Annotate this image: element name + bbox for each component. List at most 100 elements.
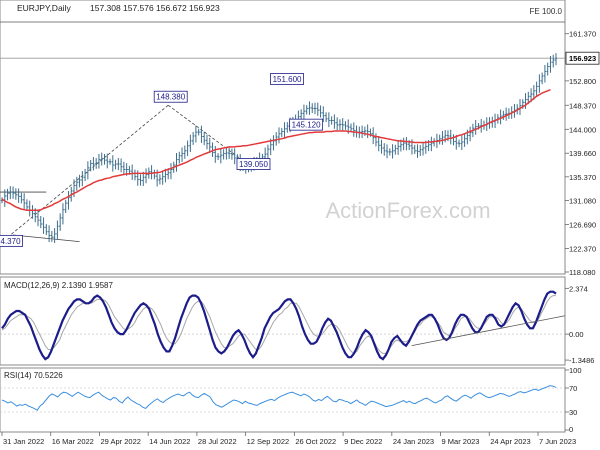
rsi-axis-label: 100 bbox=[569, 366, 582, 375]
fib-level-label: FE 100.0 bbox=[530, 7, 563, 16]
price-bar bbox=[17, 188, 20, 203]
header-close: 156.923 bbox=[189, 3, 220, 13]
rsi-axis: 100 70 30 0 bbox=[565, 366, 582, 434]
macd-axis-label: -1.3486 bbox=[569, 356, 594, 365]
price-bar bbox=[150, 165, 153, 180]
price-annotation-box bbox=[153, 90, 188, 103]
price-bar bbox=[449, 129, 452, 145]
macd-panel bbox=[0, 276, 566, 366]
price-bar bbox=[227, 147, 231, 160]
price-bar bbox=[161, 170, 164, 185]
moving-average-line bbox=[1, 89, 551, 211]
price-bar bbox=[94, 158, 98, 169]
price-bar bbox=[463, 133, 466, 147]
header-open: 157.308 bbox=[90, 3, 121, 13]
current-price-label: 156.923 bbox=[569, 54, 596, 63]
rsi-axis-label: 70 bbox=[569, 384, 577, 393]
price-bar bbox=[133, 169, 137, 181]
time-axis-label: 24 Jan 2023 bbox=[393, 437, 434, 446]
price-bar bbox=[352, 122, 355, 137]
price-annotations: 124.370 148.380 139.050 151.600 145.120 bbox=[0, 73, 324, 247]
price-bar bbox=[47, 225, 51, 243]
guide-line bbox=[13, 234, 80, 243]
header-low: 156.672 bbox=[156, 3, 187, 13]
price-bar bbox=[178, 151, 181, 164]
price-bar bbox=[413, 144, 416, 155]
rsi-grid bbox=[0, 387, 565, 413]
current-price-tag bbox=[565, 51, 600, 65]
price-bar bbox=[302, 104, 306, 120]
price-bar bbox=[286, 122, 289, 133]
guide-lines bbox=[0, 104, 244, 243]
price-axis-label: 161.370 bbox=[569, 30, 596, 39]
price-bar bbox=[552, 54, 555, 68]
price-bar bbox=[335, 117, 339, 131]
rsi-panel bbox=[0, 367, 566, 433]
price-axis-label: 131.080 bbox=[569, 196, 596, 205]
price-bar bbox=[9, 186, 12, 200]
time-axis-label: 31 Jan 2022 bbox=[3, 437, 44, 446]
time-axis-label: 9 Dec 2022 bbox=[344, 437, 382, 446]
price-bar bbox=[75, 176, 78, 191]
price-axis-label: 152.800 bbox=[569, 77, 596, 86]
price-bar bbox=[117, 157, 120, 171]
macd-line bbox=[1, 290, 557, 361]
price-bar bbox=[92, 157, 95, 171]
price-bar bbox=[383, 143, 386, 156]
price-bar bbox=[305, 105, 308, 115]
price-bar bbox=[197, 128, 200, 136]
price-bar bbox=[45, 224, 48, 235]
price-bar bbox=[324, 112, 328, 123]
price-bar bbox=[405, 136, 408, 151]
price-bar bbox=[205, 134, 209, 150]
price-bar bbox=[275, 132, 278, 146]
time-axis-label: 14 Jun 2022 bbox=[149, 437, 190, 446]
price-bar bbox=[25, 199, 29, 211]
price-bar bbox=[419, 145, 422, 156]
price-bar bbox=[499, 109, 502, 125]
price-annotation-label: 139.050 bbox=[239, 160, 268, 169]
price-bar bbox=[502, 110, 505, 120]
rsi-axis-label: 30 bbox=[569, 408, 577, 417]
price-bar bbox=[89, 159, 92, 172]
price-bar bbox=[153, 169, 156, 180]
price-bar bbox=[374, 133, 378, 147]
price-bar bbox=[366, 124, 369, 139]
price-bar bbox=[554, 53, 558, 66]
price-axis-label: 139.660 bbox=[569, 149, 596, 158]
price-bar bbox=[144, 168, 148, 184]
price-axis-label: 126.690 bbox=[569, 221, 596, 230]
price-bar bbox=[97, 153, 101, 169]
price-bar bbox=[230, 148, 234, 160]
price-bar bbox=[31, 205, 34, 219]
price-bar bbox=[272, 135, 275, 151]
time-axis-label: 26 Oct 2022 bbox=[295, 437, 336, 446]
header-symbol: EURJPY,Daily bbox=[17, 3, 71, 13]
time-axis: 31 Jan 2022 16 Mar 2022 29 Apr 2022 14 Jun … bbox=[1, 432, 576, 446]
price-bar bbox=[280, 128, 283, 138]
price-bar bbox=[549, 55, 552, 73]
price-bar bbox=[20, 192, 23, 204]
price-bar bbox=[341, 118, 344, 132]
price-bar bbox=[535, 81, 538, 96]
price-bar bbox=[130, 164, 134, 180]
price-bar bbox=[394, 144, 397, 155]
price-bar bbox=[103, 154, 106, 165]
price-bar bbox=[42, 217, 45, 234]
watermark: ActionForex.com bbox=[325, 198, 490, 223]
price-bar bbox=[540, 72, 544, 85]
price-bar bbox=[330, 116, 333, 125]
price-bar bbox=[139, 174, 142, 186]
rsi-line bbox=[1, 385, 557, 411]
price-annotation-box bbox=[236, 158, 271, 170]
price-bar bbox=[158, 174, 162, 185]
price-bar bbox=[180, 147, 184, 162]
price-annotation-label: 148.380 bbox=[156, 93, 185, 102]
price-bar bbox=[58, 213, 62, 231]
price-bar bbox=[430, 136, 433, 152]
price-bar bbox=[266, 144, 270, 159]
price-bar bbox=[388, 148, 391, 156]
time-axis-label: 12 Sep 2022 bbox=[247, 437, 290, 446]
price-bar bbox=[100, 152, 103, 166]
